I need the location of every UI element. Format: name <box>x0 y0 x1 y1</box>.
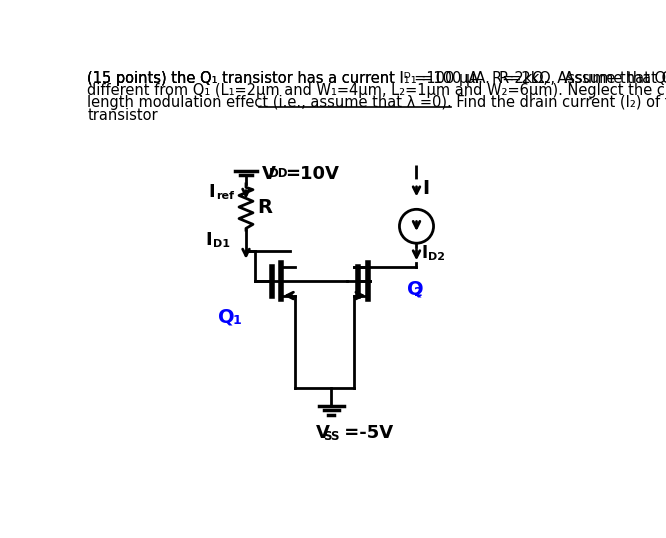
Text: Q: Q <box>218 308 234 327</box>
Text: =10V: =10V <box>285 165 338 183</box>
Text: Q: Q <box>407 279 424 298</box>
Text: DD: DD <box>269 167 289 180</box>
Text: 1: 1 <box>232 315 241 328</box>
Text: (15 points) the Q₁ transistor has a current Iᴰ₁ =100 μA.  R=2kΩ,  Assume that Q₂: (15 points) the Q₁ transistor has a curr… <box>87 70 666 86</box>
Text: I: I <box>206 231 212 249</box>
Text: I: I <box>209 183 215 201</box>
Text: transistor: transistor <box>87 108 158 123</box>
Text: ref: ref <box>216 191 234 201</box>
Text: (15 points) the Q: (15 points) the Q <box>87 70 212 86</box>
Text: I: I <box>422 179 429 198</box>
Text: V: V <box>262 165 275 183</box>
Text: I: I <box>422 244 428 262</box>
Text: SS: SS <box>324 430 340 443</box>
Text: (15 points) the Q₁ transistor has a current I₁ =100 μA.  R=2kΩ,  Assume that Q₂ : (15 points) the Q₁ transistor has a curr… <box>87 70 666 86</box>
Text: 2: 2 <box>414 286 423 299</box>
Text: D2: D2 <box>428 252 445 262</box>
Text: different from Q₁ (L₁=2μm and W₁=4μm, L₂=1μm and W₂=6μm). Neglect the channel-: different from Q₁ (L₁=2μm and W₁=4μm, L₂… <box>87 83 666 98</box>
Text: R: R <box>257 197 272 216</box>
Text: D1: D1 <box>212 239 230 249</box>
Text: length modulation effect (i.e., assume that λ =0). Find the drain current (I₂) o: length modulation effect (i.e., assume t… <box>87 95 666 110</box>
Text: V: V <box>316 424 330 442</box>
Text: =-5V: =-5V <box>338 424 394 442</box>
